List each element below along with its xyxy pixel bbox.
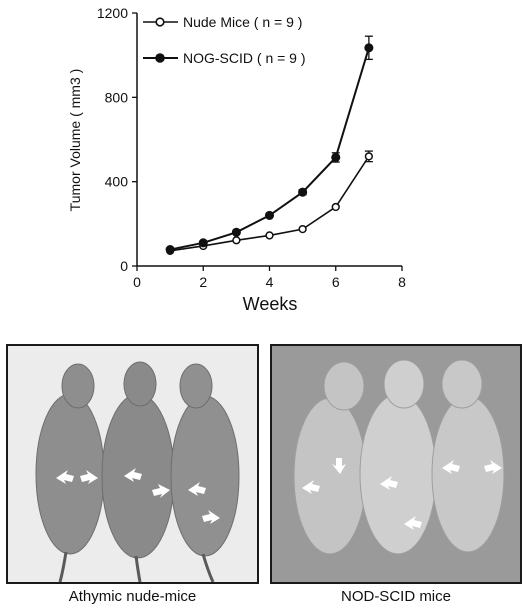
photo-nod-scid-mice — [270, 344, 522, 584]
mouse-3 — [431, 359, 505, 553]
arrow-icon — [302, 480, 320, 494]
mouse-1 — [293, 361, 367, 555]
tumor-arrows-scid — [302, 458, 502, 530]
arrow-icon — [380, 476, 398, 490]
arrow-icon — [56, 470, 74, 484]
data-point — [265, 231, 274, 240]
nude-mice-illustration — [8, 346, 257, 582]
x-tick-label: 2 — [199, 274, 207, 290]
scid-mice-illustration — [272, 346, 520, 582]
caption-nod-scid-mice: NOD-SCID mice — [340, 588, 451, 605]
y-tick-label: 400 — [105, 174, 129, 190]
data-point — [331, 152, 341, 162]
data-point — [298, 187, 308, 197]
arrow-icon — [80, 470, 98, 484]
data-point — [232, 236, 241, 245]
photo-athymic-nude-mice — [6, 344, 259, 584]
legend-label-nog: NOG-SCID ( n = 9 ) — [183, 50, 306, 66]
y-tick-label: 0 — [120, 258, 128, 274]
chart-series — [165, 35, 374, 255]
arrow-icon — [442, 460, 460, 474]
tumor-volume-chart: 0 2 4 6 8 0 400 800 1200 Nude Mice ( n = 9 ) NOG… — [67, 5, 406, 314]
y-tick-label: 1200 — [97, 5, 128, 21]
mouse-1 — [35, 363, 105, 582]
chart-axes: 0 2 4 6 8 0 400 800 1200 — [97, 5, 406, 290]
x-tick-label: 0 — [133, 274, 141, 290]
arrow-icon — [332, 458, 346, 474]
data-point — [198, 238, 208, 248]
y-tick-label: 800 — [105, 89, 129, 105]
data-point — [231, 227, 241, 237]
mouse-2 — [359, 359, 437, 555]
arrow-icon — [188, 482, 206, 496]
arrow-icon — [404, 516, 422, 530]
mouse-3 — [170, 363, 240, 582]
data-point — [364, 43, 374, 53]
data-point — [331, 202, 340, 212]
arrow-icon — [152, 484, 170, 498]
caption-athymic-nude-mice: Athymic nude-mice — [68, 588, 197, 605]
legend-marker-nog — [155, 53, 165, 63]
data-point — [364, 152, 374, 161]
tumor-arrows-nude — [56, 468, 220, 524]
x-tick-label: 8 — [398, 274, 406, 290]
legend-label-nude: Nude Mice ( n = 9 ) — [183, 14, 302, 30]
x-axis-label: Weeks — [243, 294, 298, 314]
arrow-icon — [484, 460, 502, 474]
data-point — [298, 224, 307, 234]
data-point — [264, 210, 275, 220]
data-point — [165, 245, 175, 255]
arrow-icon — [202, 510, 220, 524]
x-tick-label: 6 — [332, 274, 340, 290]
x-tick-label: 4 — [266, 274, 274, 290]
arrow-icon — [124, 468, 142, 482]
legend-marker-nude — [155, 17, 165, 27]
y-axis-label: Tumor Volume ( mm3 ) — [67, 69, 83, 212]
chart-legend: Nude Mice ( n = 9 ) NOG-SCID ( n = 9 ) — [143, 14, 306, 66]
